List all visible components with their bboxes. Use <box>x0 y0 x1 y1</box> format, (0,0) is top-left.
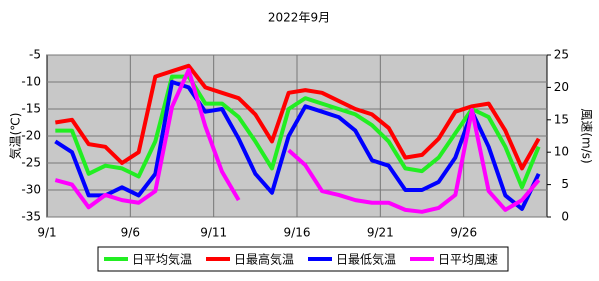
y2-tick-label: 0 <box>561 210 569 224</box>
y2-axis-label: 風速(m/s) <box>580 108 594 163</box>
x-tick-label: 9/1 <box>37 226 56 240</box>
legend-label: 日最高気温 <box>234 252 294 267</box>
series-line <box>55 63 541 171</box>
y-tick-label: -10 <box>21 75 41 89</box>
legend-label: 日平均風速 <box>438 253 498 267</box>
y-tick-label: -35 <box>21 210 41 224</box>
y2-tick-label: 25 <box>554 48 569 62</box>
x-tick-label: 9/11 <box>200 226 227 240</box>
legend-label: 日平均気温 <box>132 252 192 267</box>
y-tick-label: -5 <box>29 48 41 62</box>
y-axis-label: 気温(℃) <box>8 113 23 160</box>
y-tick-label: -15 <box>21 102 41 116</box>
x-tick-label: 9/16 <box>284 226 311 240</box>
y2-tick-label: 15 <box>554 112 569 126</box>
y-tick-label: -20 <box>21 129 41 143</box>
y-tick-label: -25 <box>21 156 41 170</box>
series-line <box>55 74 541 190</box>
series-line <box>54 67 541 214</box>
chart-title: 2022年9月 <box>268 11 330 25</box>
y-tick-label: -30 <box>21 183 41 197</box>
y2-tick-label: 10 <box>554 145 569 159</box>
series-line <box>54 80 541 211</box>
y2-tick-label: 5 <box>561 177 569 191</box>
x-tick-label: 9/26 <box>450 226 477 240</box>
x-tick-label: 9/6 <box>121 226 140 240</box>
legend <box>97 246 509 272</box>
x-tick-label: 9/21 <box>367 226 394 240</box>
legend-label: 日最低気温 <box>336 252 396 267</box>
y2-tick-label: 20 <box>554 80 569 94</box>
